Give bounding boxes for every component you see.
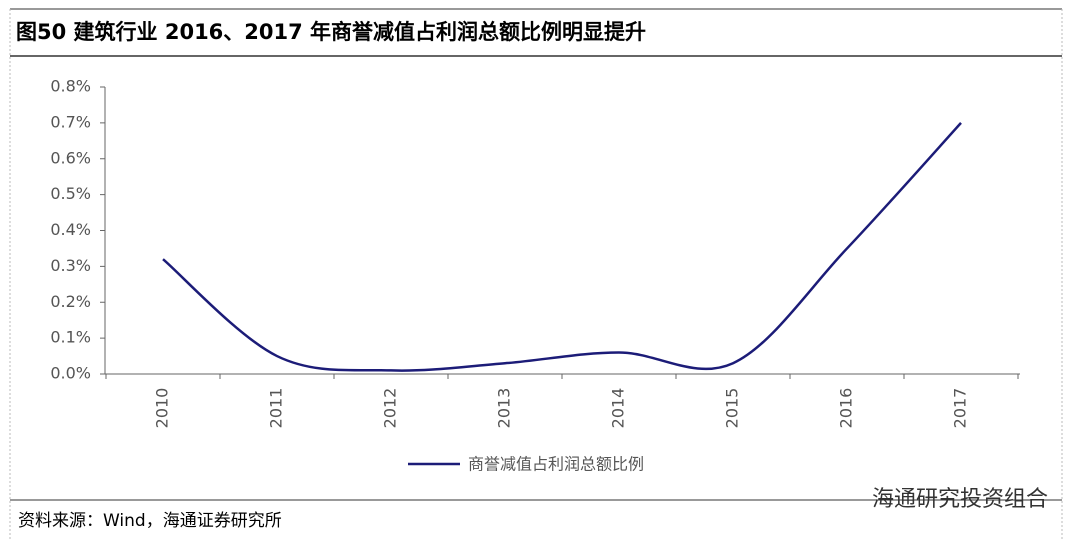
x-tick-label: 2010 — [153, 388, 172, 429]
y-tick-label: 0.6% — [50, 148, 91, 167]
data-line — [162, 122, 962, 372]
y-tick-label: 0.2% — [50, 292, 91, 311]
x-tick-label: 2016 — [837, 388, 856, 429]
y-tick-label: 0.4% — [50, 220, 91, 239]
y-tick-label: 0.1% — [50, 328, 91, 347]
x-tick-label: 2012 — [381, 388, 400, 429]
y-tick-label: 0.3% — [50, 256, 91, 275]
x-tick-label: 2015 — [723, 388, 742, 429]
x-tick-label: 2017 — [951, 388, 970, 429]
source-note: 资料来源：Wind，海通证券研究所 — [18, 511, 282, 531]
y-tick-label: 0.5% — [50, 184, 91, 203]
x-tick-label: 2013 — [495, 388, 514, 429]
legend-label: 商誉减值占利润总额比例 — [468, 455, 644, 474]
chart-title: 图50 建筑行业 2016、2017 年商誉减值占利润总额比例明显提升 — [16, 20, 646, 44]
x-tick-label: 2011 — [267, 388, 286, 429]
y-tick-label: 0.8% — [50, 77, 91, 96]
plot-area: 0.0% 0.1% 0.2% 0.3% 0.4% 0.5% 0.6% 0.7% 0.8% 2010… — [50, 77, 1020, 474]
y-tick-label: 0.7% — [50, 112, 91, 131]
y-tick-label: 0.0% — [50, 364, 91, 383]
watermark: 海通研究投资组合 — [872, 487, 1048, 512]
x-tick-label: 2014 — [609, 388, 628, 429]
